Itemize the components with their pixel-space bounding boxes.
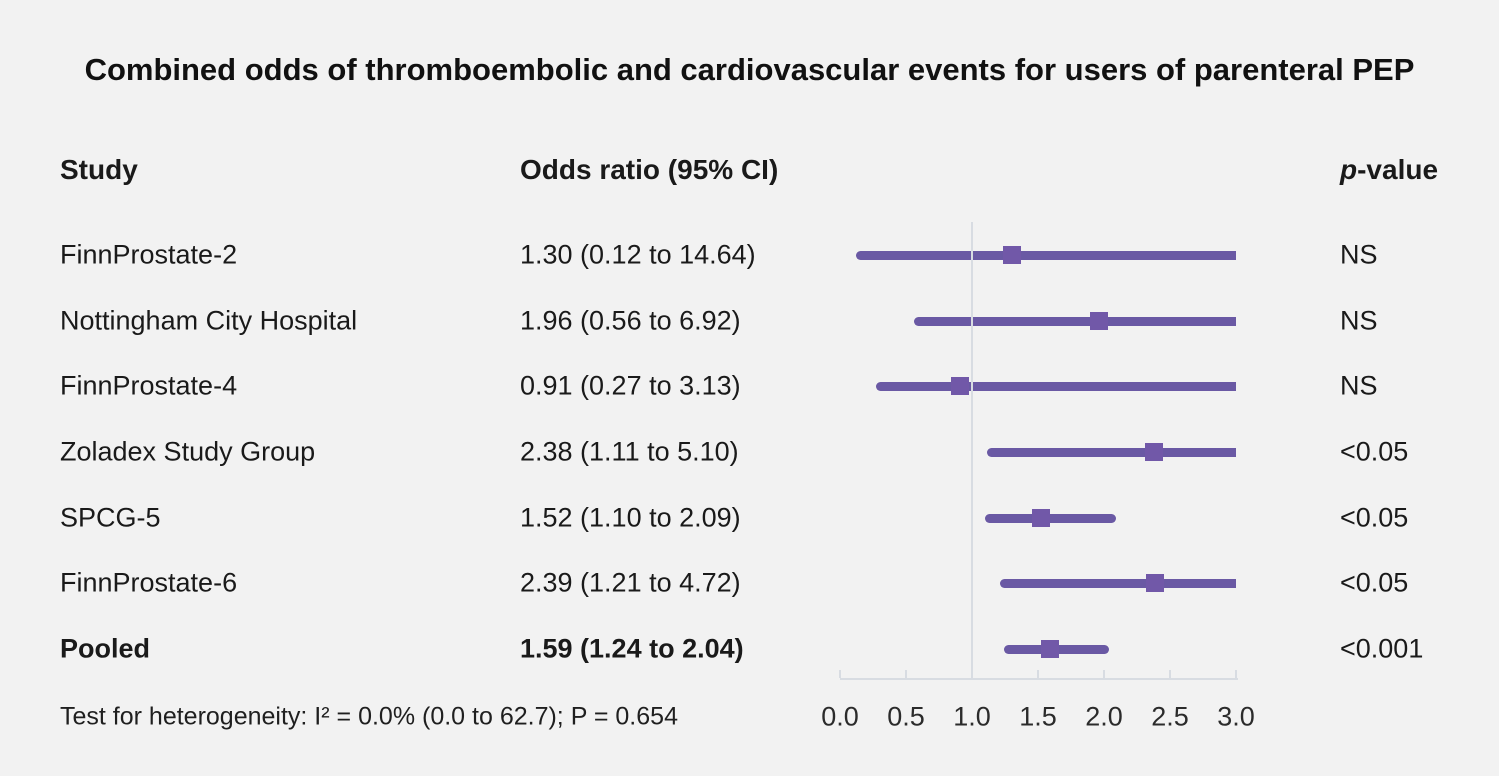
odds-ratio-label: 2.39 (1.21 to 4.72) — [520, 567, 741, 598]
x-axis-tick — [839, 670, 841, 678]
point-estimate-marker — [1002, 246, 1021, 264]
odds-ratio-label: 1.52 (1.10 to 2.09) — [520, 502, 741, 533]
x-axis-tick-label: 1.0 — [953, 701, 991, 732]
x-axis-tick — [971, 670, 973, 678]
point-estimate-marker — [1031, 509, 1050, 527]
reference-line-or-1 — [971, 222, 973, 680]
p-value-label: <0.001 — [1340, 633, 1424, 664]
x-axis-line — [840, 678, 1238, 680]
ci-line — [855, 250, 1236, 260]
p-value-label: NS — [1340, 370, 1378, 401]
odds-ratio-label: 2.38 (1.11 to 5.10) — [520, 436, 739, 467]
ci-line — [986, 447, 1236, 457]
p-value-header-rest: -value — [1357, 154, 1439, 185]
x-axis-tick-label: 3.0 — [1217, 701, 1255, 732]
study-label: Zoladex Study Group — [60, 436, 316, 467]
odds-ratio-label: 1.96 (0.56 to 6.92) — [520, 305, 741, 336]
study-label: FinnProstate-2 — [60, 239, 238, 270]
point-estimate-marker — [951, 377, 970, 395]
study-label: FinnProstate-6 — [60, 567, 238, 598]
p-value-label: <0.05 — [1340, 436, 1409, 467]
heterogeneity-note: Test for heterogeneity: I² = 0.0% (0.0 t… — [60, 702, 678, 731]
study-label: SPCG-5 — [60, 502, 161, 533]
ci-line — [999, 578, 1236, 588]
x-axis-tick — [905, 670, 907, 678]
column-header-study: Study — [60, 154, 138, 185]
x-axis-tick — [1169, 670, 1171, 678]
column-header-odds-ratio: Odds ratio (95% CI) — [520, 154, 779, 185]
ci-line — [875, 381, 1236, 391]
study-label: FinnProstate-4 — [60, 370, 238, 401]
x-axis-tick-label: 2.5 — [1151, 701, 1189, 732]
ci-line — [913, 316, 1236, 326]
x-axis-tick — [1103, 670, 1105, 678]
x-axis-tick — [1037, 670, 1039, 678]
ci-line — [985, 513, 1116, 523]
p-value-label: NS — [1340, 239, 1378, 270]
x-axis-tick — [1235, 670, 1237, 678]
point-estimate-marker — [1089, 312, 1108, 330]
odds-ratio-label: 0.91 (0.27 to 3.13) — [520, 370, 741, 401]
p-value-label: <0.05 — [1340, 502, 1409, 533]
column-header-p-value: p-value — [1340, 154, 1438, 186]
point-estimate-marker — [1040, 640, 1059, 658]
point-estimate-marker — [1146, 574, 1165, 592]
x-axis-tick-label: 1.5 — [1019, 701, 1057, 732]
p-value-header-italic-p: p — [1340, 154, 1358, 185]
study-label: Nottingham City Hospital — [60, 305, 358, 336]
p-value-label: NS — [1340, 305, 1378, 336]
point-estimate-marker — [1145, 443, 1164, 461]
chart-title: Combined odds of thromboembolic and card… — [84, 52, 1415, 87]
p-value-label: <0.05 — [1340, 567, 1409, 598]
odds-ratio-label: 1.30 (0.12 to 14.64) — [520, 239, 756, 270]
x-axis-tick-label: 2.0 — [1085, 701, 1123, 732]
study-label: Pooled — [60, 633, 151, 664]
odds-ratio-label: 1.59 (1.24 to 2.04) — [520, 633, 744, 664]
x-axis-tick-label: 0.5 — [887, 701, 925, 732]
x-axis-tick-label: 0.0 — [821, 701, 859, 732]
